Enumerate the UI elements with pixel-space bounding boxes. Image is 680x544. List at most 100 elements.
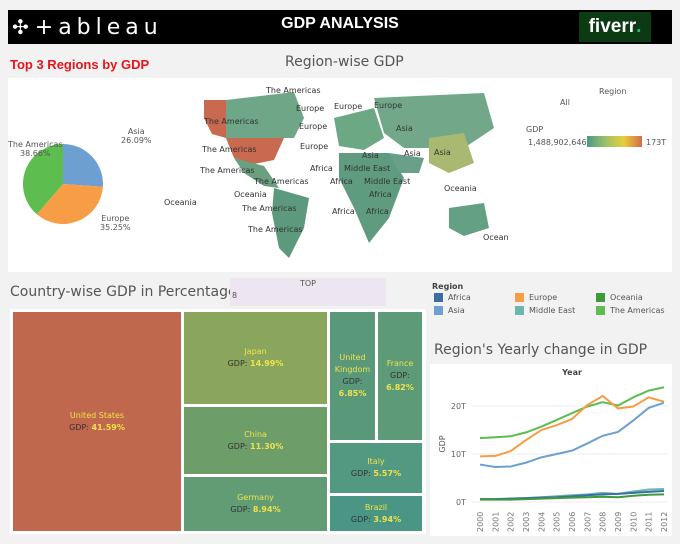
map-region-label: Middle East xyxy=(364,177,411,186)
series-line-the-americas[interactable] xyxy=(479,386,665,440)
legend-label: Oceania xyxy=(610,293,643,302)
world-map[interactable] xyxy=(144,78,504,272)
map-region-label: Ocean xyxy=(483,233,509,242)
map-region-label: Europe xyxy=(299,122,328,131)
map-region-label: The Americas xyxy=(254,177,309,186)
region-filter-value[interactable]: All xyxy=(560,98,570,107)
map-region-label: Europe xyxy=(296,104,325,113)
series-line-asia[interactable] xyxy=(479,401,665,468)
tableau-cross-icon: ✣ xyxy=(12,15,29,39)
legend-swatch xyxy=(434,293,443,302)
country-name: Japan xyxy=(244,347,267,356)
legend-item[interactable]: Middle East xyxy=(515,306,575,315)
legend-item[interactable]: Africa xyxy=(434,293,471,302)
gdp-legend-max: 173T xyxy=(646,138,667,147)
y-tick-label: 0T xyxy=(456,498,466,507)
series-line-europe[interactable] xyxy=(479,394,665,458)
map-region-label: Asia xyxy=(362,151,379,160)
treemap-cell-brazil[interactable]: Brazil GDP: 3.94% xyxy=(329,495,423,532)
gdp-value: GDP: 8.94% xyxy=(230,505,281,514)
pie-label-americas: The Americas 38.66% xyxy=(8,140,63,158)
gdp-legend-min: 1,488,902,646 xyxy=(528,138,587,147)
logo-text: +ableau xyxy=(34,14,163,40)
tableau-logo: ✣ +ableau xyxy=(12,10,177,44)
pie-slice-europe[interactable] xyxy=(36,184,103,224)
map-region-label: Middle East xyxy=(344,164,391,173)
treemap-cell-japan[interactable]: Japan GDP: 14.99% xyxy=(183,311,328,405)
gdp-value: GDP: 3.94% xyxy=(350,514,402,524)
legend-swatch xyxy=(434,306,443,315)
line-chart: Year GDP 0T 10T 20T 2000 2001 2002 2003 2004 2005 2… xyxy=(438,368,669,532)
treemap-cell-united-kingdom[interactable]: United Kingdom GDP: 6.85% xyxy=(329,311,376,441)
country-name: China xyxy=(244,429,267,439)
x-tick-label: 2006 xyxy=(568,512,577,532)
pie-label-europe: Europe 35.25% xyxy=(100,214,131,232)
x-tick-label: 2003 xyxy=(522,512,531,532)
treemap-cell-italy[interactable]: Italy GDP: 5.57% xyxy=(329,442,423,494)
map-region-label: Oceania xyxy=(444,184,477,193)
gdp-value: GDP: 41.59% xyxy=(69,422,125,432)
map-region-label: The Americas xyxy=(242,204,297,213)
legend-item[interactable]: Asia xyxy=(434,306,465,315)
legend-item[interactable]: The Americas xyxy=(596,306,665,315)
map-region-label: Africa xyxy=(369,190,392,199)
map-region-label: The Americas xyxy=(204,117,259,126)
x-tick-label: 2012 xyxy=(660,512,669,532)
top-filter-label: TOP xyxy=(300,279,317,288)
x-tick-label: 2011 xyxy=(645,512,654,532)
map-region-label: Asia xyxy=(396,124,413,133)
x-tick-label: 2000 xyxy=(476,512,485,532)
map-region-label: Asia xyxy=(404,149,421,158)
map-region-label: The Americas xyxy=(248,225,303,234)
map-title: Region-wise GDP xyxy=(285,54,404,70)
middle-east-shape xyxy=(389,153,424,173)
africa-shape xyxy=(339,153,404,243)
alaska-shape xyxy=(204,100,226,138)
treemap-cell-china[interactable]: China GDP: 11.30% xyxy=(183,406,328,475)
legend-swatch xyxy=(515,293,524,302)
gdp-value: GDP: 14.99% xyxy=(227,359,284,368)
region-filter-label: Region xyxy=(599,87,627,96)
map-region-label: Oceania xyxy=(164,198,197,207)
top-filter-value[interactable]: 8 xyxy=(232,291,238,300)
map-region-label: Europe xyxy=(300,142,329,151)
map-region-label: The Americas xyxy=(200,166,255,175)
country-name: Brazil xyxy=(364,502,388,512)
map-region-label: The Americas xyxy=(266,86,321,95)
treemap-cell-united-states[interactable]: United States GDP: 41.59% xyxy=(12,311,182,532)
map-panel[interactable]: The Americas Europe Europe Europe The Americ… xyxy=(144,78,672,272)
country-name: France xyxy=(386,359,414,368)
pie-slice-asia[interactable] xyxy=(63,144,103,187)
legend-label: Africa xyxy=(448,293,471,302)
map-region-label: Africa xyxy=(366,207,389,216)
pie-chart-panel: Asia 26.09% Europe 35.25% The Americas 38.6… xyxy=(8,78,164,272)
x-axis-title: Year xyxy=(561,368,582,377)
x-tick-label: 2002 xyxy=(507,512,516,532)
x-tick-label: 2009 xyxy=(614,512,623,532)
map-region-label: The Americas xyxy=(202,145,257,154)
gdp-color-ramp xyxy=(587,136,642,147)
map-region-label: Europe xyxy=(374,101,403,110)
map-region-label: Oceania xyxy=(234,190,267,199)
gdp-value: GDP: 6.85% xyxy=(338,377,367,398)
top-n-filter[interactable]: TOP 8 xyxy=(230,278,386,306)
header-bar xyxy=(8,10,672,44)
south-america-shape xyxy=(272,188,309,258)
treemap-cell-france[interactable]: France GDP: 6.82% xyxy=(377,311,423,441)
y-tick-label: 10T xyxy=(451,450,466,459)
gdp-value: GDP: 6.82% xyxy=(386,371,414,392)
legend-label: Asia xyxy=(448,306,465,315)
country-name: United States xyxy=(69,410,125,420)
x-tick-label: 2001 xyxy=(491,512,500,532)
legend-item[interactable]: Europe xyxy=(515,293,557,302)
legend-label: Middle East xyxy=(529,306,576,315)
line-chart-title: Region's Yearly change in GDP xyxy=(434,342,648,358)
treemap-cell-germany[interactable]: Germany GDP: 8.94% xyxy=(183,476,328,532)
pie-slice-the-americas[interactable] xyxy=(23,144,63,215)
map-region-label: Africa xyxy=(310,164,333,173)
treemap-title: Country-wise GDP in Percentage xyxy=(10,284,237,300)
series-line-oceania[interactable] xyxy=(480,493,665,501)
legend-swatch xyxy=(596,293,605,302)
legend-item[interactable]: Oceania xyxy=(596,293,643,302)
pie-label-asia: Asia 26.09% xyxy=(121,127,152,145)
